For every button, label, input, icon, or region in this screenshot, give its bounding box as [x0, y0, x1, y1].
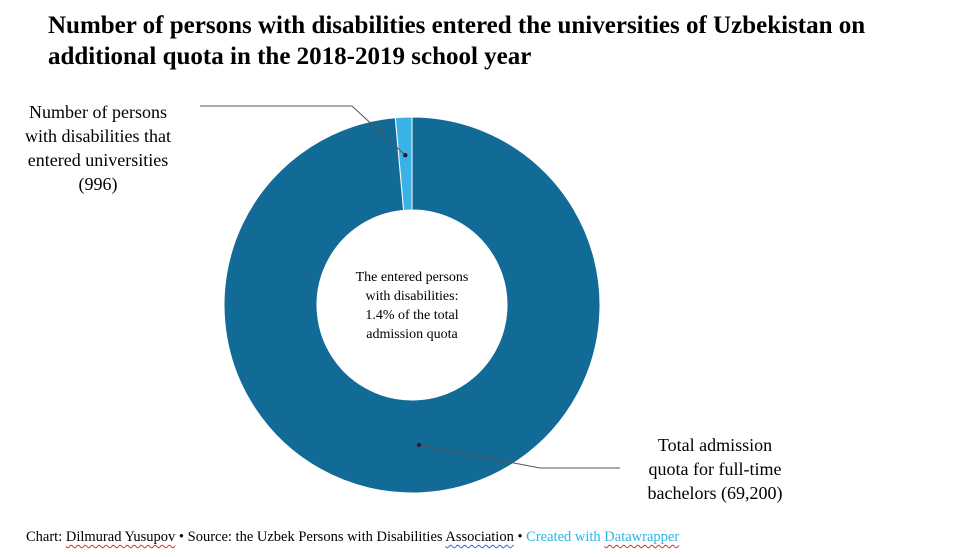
leader-line-entered [200, 105, 406, 156]
footer-separator: • [513, 529, 527, 545]
center-annotation-line: with disabilities: [365, 289, 459, 304]
footer-author: Dilmurad Yusupov [65, 529, 176, 545]
slice-label-entered: Number of persons with disabilities that… [10, 100, 186, 196]
donut-slice-total-quota [223, 116, 601, 494]
center-annotation: The entered persons with disabilities: 1… [332, 268, 492, 344]
slice-label-entered-line: with disabilities that [25, 126, 171, 146]
center-annotation-line: The entered persons [355, 270, 469, 285]
slice-label-entered-line: entered universities [27, 150, 169, 170]
slice-label-entered-line: Number of persons [29, 102, 167, 122]
slice-label-total-line: Total admission [657, 435, 773, 455]
footer-source-org: Association [445, 529, 514, 545]
chart-title: Number of persons with disabilities ente… [48, 12, 866, 70]
leader-dot-total-quota [416, 442, 422, 448]
credit-tool[interactable]: Datawrapper [604, 529, 680, 545]
slice-label-total-line: bachelors (69,200) [647, 483, 783, 503]
footer-prefix: Chart: [26, 529, 66, 545]
footer-source: • Source: the Uzbek Persons with Disabil… [175, 529, 446, 545]
center-annotation-line: 1.4% of the total [365, 308, 459, 323]
datawrapper-credit-link[interactable]: Created with Datawrapper [526, 529, 679, 545]
slice-label-total-quota: Total admission quota for full-time bach… [620, 433, 810, 505]
leader-line-total-quota [418, 444, 620, 469]
leader-dot-entered [403, 152, 408, 158]
chart-footer: Chart: Dilmurad Yusupov • Source: the Uz… [26, 529, 679, 546]
slice-label-total-line: quota for full-time [648, 459, 782, 479]
credit-prefix[interactable]: Created with [526, 529, 605, 545]
slice-label-entered-line: (996) [78, 174, 118, 194]
center-annotation-line: admission quota [366, 327, 458, 342]
